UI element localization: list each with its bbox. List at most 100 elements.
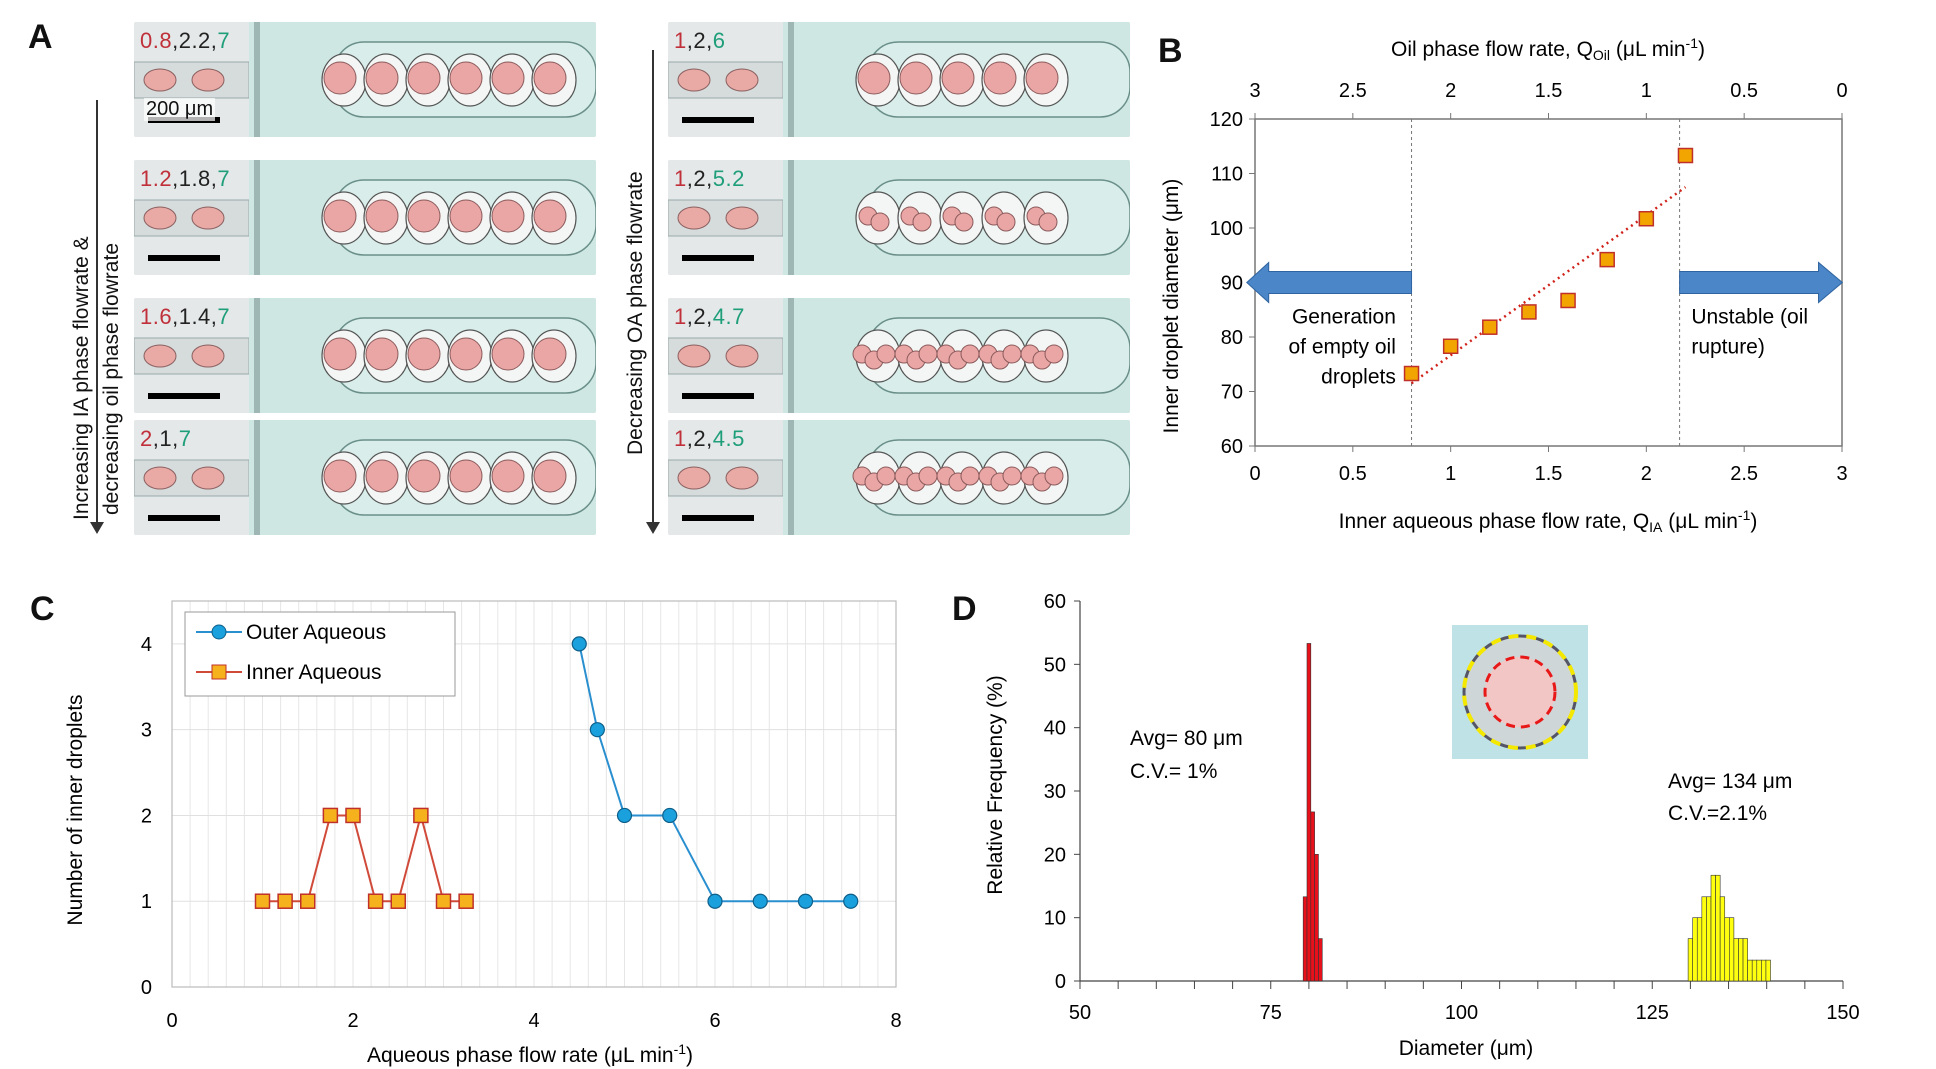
inner-droplet-core xyxy=(1485,657,1555,727)
inner-droplet xyxy=(876,466,896,486)
scale-bar xyxy=(682,393,754,399)
inner-droplet xyxy=(870,212,890,232)
x-tick-label: 6 xyxy=(709,1010,720,1032)
y-tick-label: 4 xyxy=(141,634,152,656)
outer-diameter-marker xyxy=(1462,634,1578,750)
left-annotation: droplets xyxy=(1321,365,1396,388)
micrograph-left-4: 2,1,7 xyxy=(134,420,596,535)
inner-diameter-marker xyxy=(1483,655,1557,729)
x-tick-label: 3 xyxy=(1836,463,1847,485)
panel-letter-d: D xyxy=(952,590,977,628)
histogram-bar xyxy=(1706,896,1712,982)
legend-marker xyxy=(211,624,227,640)
outer-aqueous-point xyxy=(797,893,814,909)
inner-droplet xyxy=(533,61,567,95)
flow-rate-label: 1.6,1.4,7 xyxy=(140,304,230,330)
inner-droplet xyxy=(677,344,711,368)
inner-droplet xyxy=(407,61,441,95)
flow-rate-oa: 7 xyxy=(217,166,231,191)
flow-rate-oil: ,1.4, xyxy=(172,304,218,329)
outer-aqueous-point xyxy=(752,893,768,909)
flow-rate-oil: ,2, xyxy=(686,166,713,191)
y-tick-label: 3 xyxy=(141,720,152,742)
flow-rate-oa: 6 xyxy=(712,28,726,53)
chart-c-x-label: Aqueous phase flow rate (μL min-1) xyxy=(367,1041,693,1067)
inner-aqueous-point xyxy=(435,893,452,909)
flow-rate-oil: ,1.8, xyxy=(172,166,218,191)
flow-rate-oa: 4.7 xyxy=(712,304,745,329)
panel-letter-c: C xyxy=(30,590,55,628)
histogram-bar xyxy=(1742,938,1748,982)
inner-aqueous-point xyxy=(322,807,339,824)
x-tick-label: 2 xyxy=(1641,463,1652,485)
inner-droplet xyxy=(323,61,357,95)
inner-droplet xyxy=(449,337,483,371)
y-tick-label: 110 xyxy=(1211,164,1243,186)
histogram-bar xyxy=(1715,874,1721,982)
inner-droplet xyxy=(996,212,1016,232)
y-tick-label: 70 xyxy=(1221,382,1243,404)
channel-wall xyxy=(788,160,794,275)
x-tick-label: 1 xyxy=(1445,463,1456,485)
inner-droplet xyxy=(1002,466,1022,486)
inner-droplet xyxy=(725,466,759,490)
scale-bar xyxy=(682,117,754,123)
top-tick-label: 3 xyxy=(1249,80,1260,102)
histogram-bar xyxy=(1724,917,1730,982)
flow-rate-ia: 1 xyxy=(674,426,687,451)
inner-droplet xyxy=(677,206,711,230)
chart-d-outer-cv: C.V.=2.1% xyxy=(1668,802,1767,825)
panel-letter-b: B xyxy=(1158,32,1183,70)
channel-wall xyxy=(788,22,794,137)
x-tick-label: 4 xyxy=(528,1010,539,1032)
x-tick-label: 8 xyxy=(890,1010,901,1032)
series-line-outer-aqueous xyxy=(578,643,851,903)
droplet-inset-image xyxy=(1452,625,1588,759)
data-point xyxy=(1442,338,1459,355)
inner-droplet xyxy=(365,337,399,371)
inner-droplet xyxy=(407,337,441,371)
inner-aqueous-point xyxy=(390,893,406,909)
inner-droplet xyxy=(677,68,711,92)
micrograph-right-1: 1,2,6 xyxy=(668,22,1130,137)
inner-droplet xyxy=(491,61,525,95)
inner-droplet xyxy=(191,466,225,490)
histogram-bar xyxy=(1687,938,1693,982)
panel-a-right-label: Decreasing OA phase flowrate xyxy=(624,171,647,455)
inner-droplet xyxy=(365,199,399,233)
y-tick-label: 90 xyxy=(1221,273,1243,295)
inner-droplet xyxy=(983,61,1017,95)
flow-rate-oil: ,2, xyxy=(686,28,713,53)
chart-b-y-label: Inner droplet diameter (μm) xyxy=(1160,179,1183,434)
channel-wall xyxy=(254,22,260,137)
chart-b-top-label: Oil phase flow rate, QOil (μL min-1) xyxy=(1391,35,1705,63)
y-tick-label: 60 xyxy=(1221,436,1243,458)
x-tick-label: 0 xyxy=(1249,463,1260,485)
histogram-bar xyxy=(1729,917,1735,982)
flow-rate-oil: ,2.2, xyxy=(172,28,218,53)
inner-droplet xyxy=(491,337,525,371)
x-tick-label: 75 xyxy=(1260,1002,1282,1024)
inner-droplet xyxy=(407,199,441,233)
inner-droplet xyxy=(677,466,711,490)
panel-a-right-arrowhead xyxy=(646,522,660,534)
chart-c-y-label: Number of inner droplets xyxy=(64,694,87,925)
inner-aqueous-point xyxy=(345,807,361,824)
histogram-bar xyxy=(1733,938,1739,982)
y-tick-label: 2 xyxy=(141,805,152,827)
x-tick-label: 0 xyxy=(166,1010,177,1032)
outer-aqueous-point xyxy=(571,636,587,652)
channel-wall xyxy=(254,420,260,535)
x-tick-label: 2 xyxy=(347,1010,358,1032)
chart-c-frame xyxy=(171,600,897,988)
y-tick-label: 60 xyxy=(1044,591,1066,613)
chart-d-inner-avg: Avg= 80 μm xyxy=(1130,727,1243,750)
y-tick-label: 80 xyxy=(1221,327,1243,349)
inner-droplet xyxy=(918,466,938,486)
panel-a-right-arrow xyxy=(652,50,654,530)
inner-droplet xyxy=(143,206,177,230)
legend-label: Inner Aqueous xyxy=(246,661,381,684)
inner-droplet xyxy=(323,459,357,493)
inner-droplet xyxy=(725,344,759,368)
flow-rate-label: 1,2,4.5 xyxy=(674,426,745,452)
